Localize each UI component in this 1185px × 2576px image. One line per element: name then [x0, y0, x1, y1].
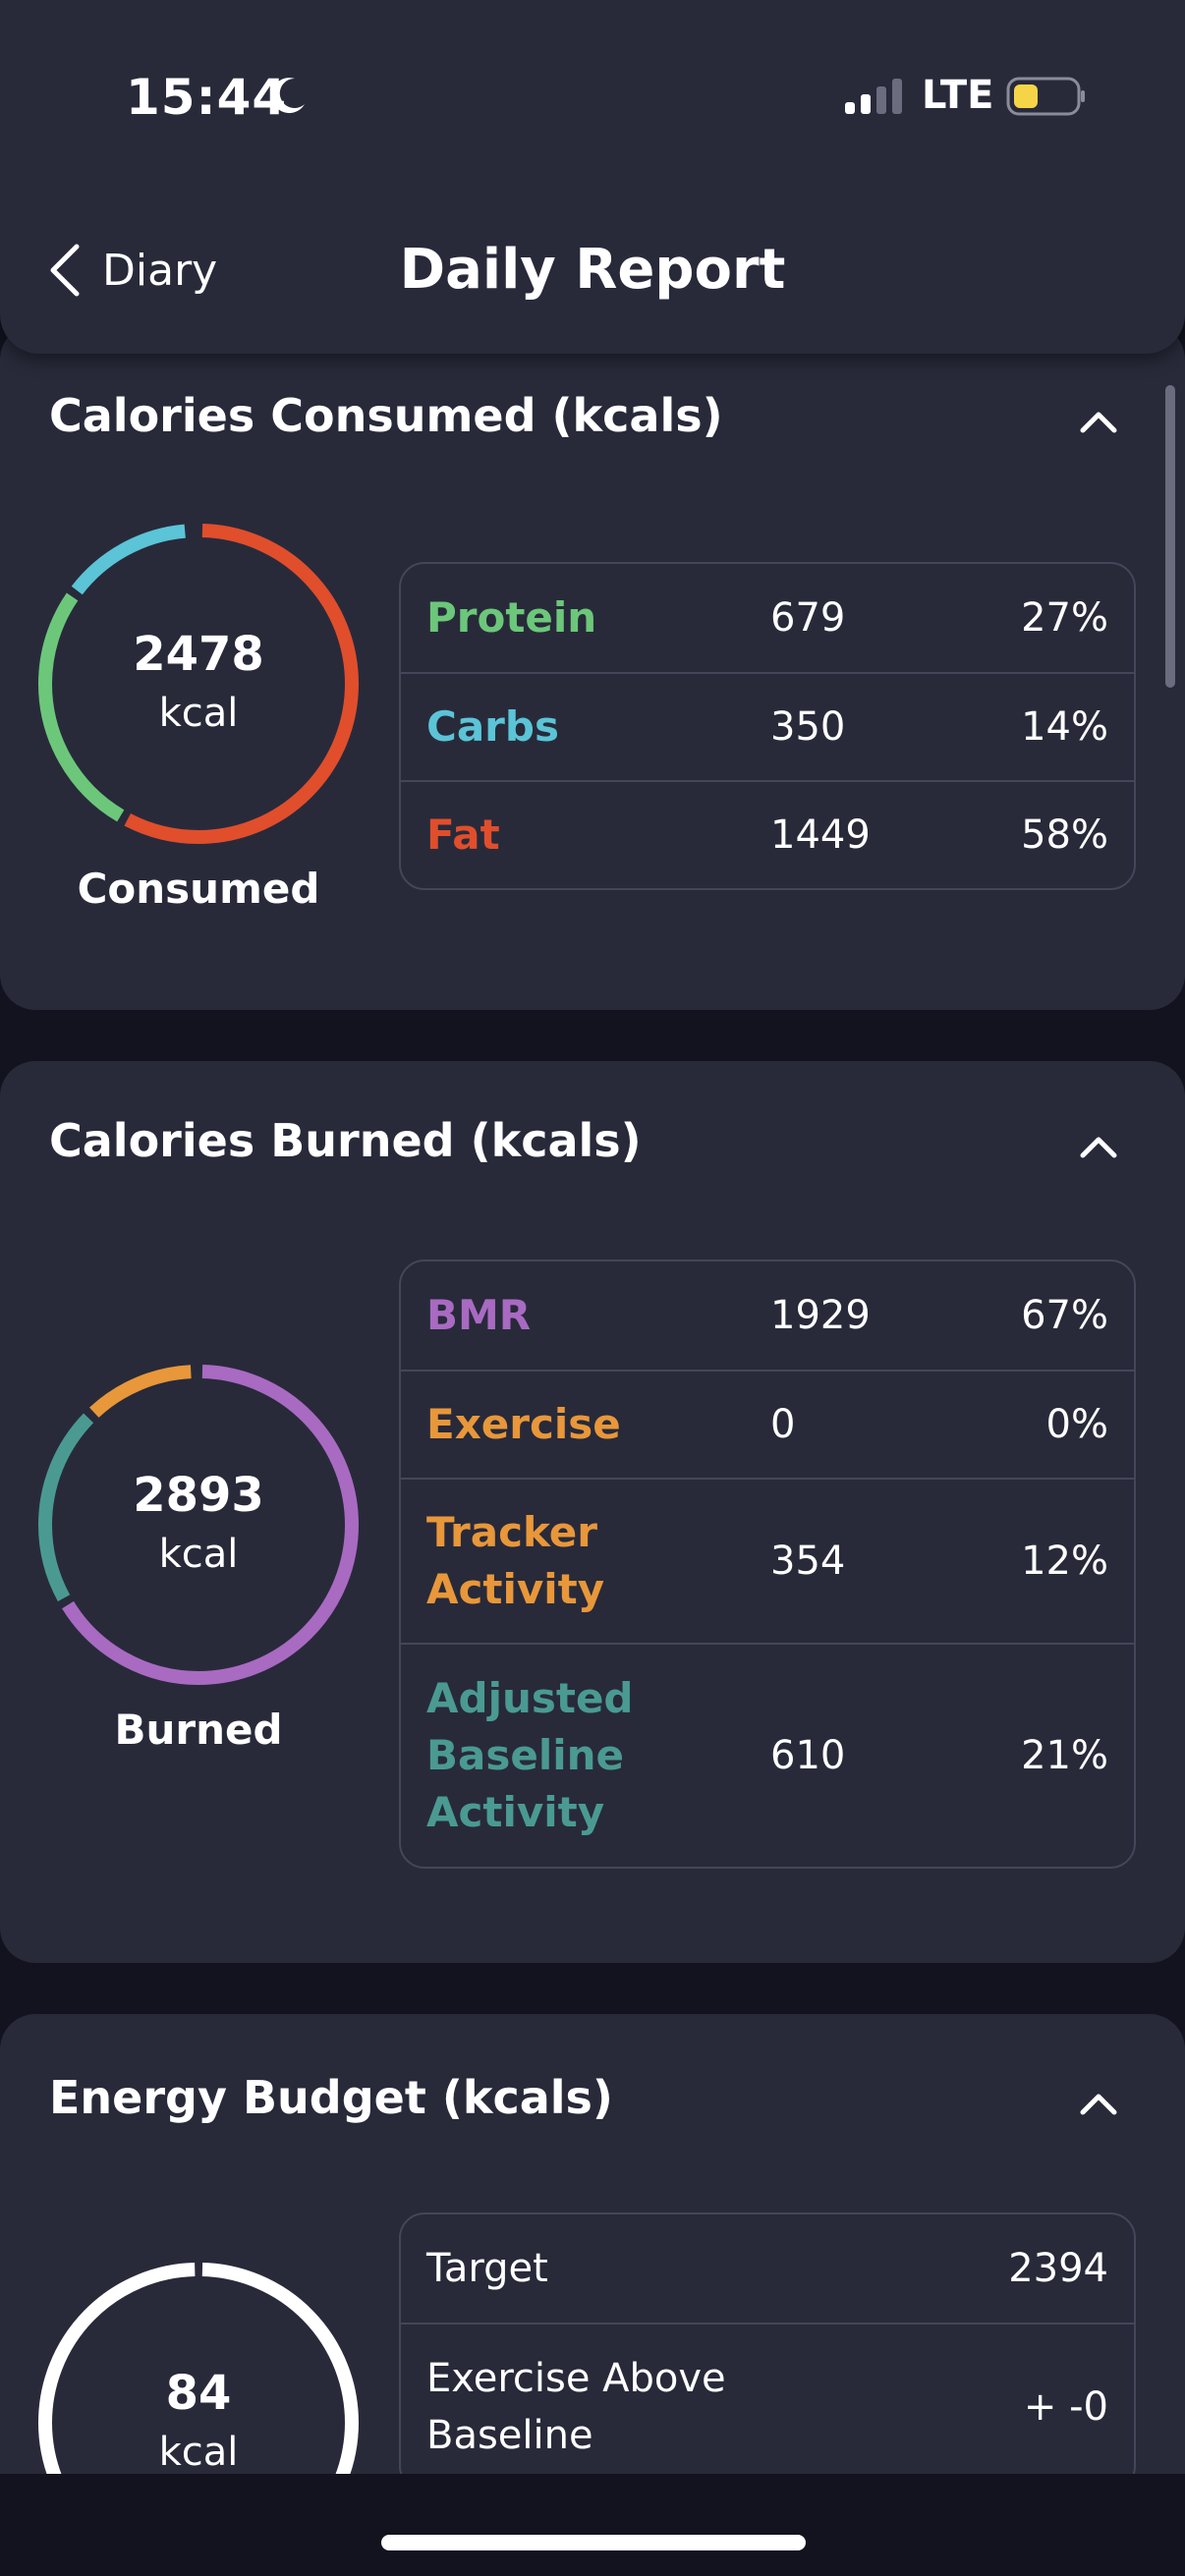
adjusted-baseline-value: 610 [770, 1733, 846, 1778]
signal-icon [845, 79, 902, 114]
label-line: Adjusted [426, 1674, 634, 1722]
protein-pct: 27% [1021, 595, 1108, 641]
exercise-pct: 0% [1045, 1402, 1108, 1447]
table-row: BMR 1929 67% [401, 1261, 1134, 1370]
exercise-above-baseline-value: + -0 [1023, 2384, 1108, 2430]
carbs-pct: 14% [1021, 704, 1108, 750]
chevron-up-icon[interactable] [1077, 407, 1120, 436]
adjusted-baseline-label: Adjusted Baseline Activity [426, 1670, 634, 1841]
adjusted-segment [38, 1365, 359, 1685]
carbs-label: Carbs [426, 702, 559, 751]
consumed-ring: 2478 kcal [33, 519, 364, 849]
budget-table: Target 2394 Exercise Above Baseline + -0 [399, 2212, 1136, 2492]
moon-icon [271, 78, 305, 114]
label-line: Activity [426, 1788, 605, 1836]
exercise-above-baseline-label: Exercise Above Baseline [426, 2350, 726, 2464]
bmr-segment [38, 1365, 359, 1685]
tracker-activity-value: 354 [770, 1539, 846, 1584]
table-row: Tracker Activity 354 12% [401, 1478, 1134, 1643]
exercise-value: 0 [770, 1402, 796, 1447]
status-time: 15:44 [126, 69, 288, 126]
burned-total: 2893 [133, 1468, 264, 1523]
fat-pct: 58% [1021, 812, 1108, 858]
burned-title: Calories Burned (kcals) [49, 1114, 642, 1167]
exercise-label: Exercise [426, 1400, 621, 1448]
tracker-activity-pct: 12% [1021, 1539, 1108, 1584]
back-button[interactable]: Diary [47, 236, 217, 305]
consumed-donut [38, 524, 359, 844]
label-line: Baseline [426, 1731, 625, 1779]
carbs-value: 350 [770, 704, 846, 750]
fat-segment [38, 524, 359, 844]
budget-donut [38, 2263, 359, 2576]
target-value: 2394 [1008, 2246, 1108, 2291]
consumed-caption: Consumed [77, 865, 320, 913]
fat-value: 1449 [770, 812, 871, 858]
table-row: Adjusted Baseline Activity 610 21% [401, 1643, 1134, 1867]
chevron-up-icon[interactable] [1077, 2089, 1120, 2118]
burned-ring: 2893 kcal [33, 1360, 364, 1690]
burned-table: BMR 1929 67% Exercise 0 0% Tracker Activ… [399, 1260, 1136, 1869]
consumed-unit: kcal [158, 691, 239, 736]
burned-caption: Burned [114, 1706, 283, 1754]
budget-title: Energy Budget (kcals) [49, 2071, 613, 2124]
budget-ring: 84 kcal [33, 2258, 364, 2576]
table-row: Protein 679 27% [401, 564, 1134, 672]
calories-consumed-card: Calories Consumed (kcals) 2478 kcal Cons… [0, 324, 1185, 1010]
budget-unit: kcal [158, 2430, 239, 2475]
table-row: Exercise 0 0% [401, 1370, 1134, 1478]
home-indicator[interactable] [381, 2535, 806, 2550]
back-label: Diary [102, 245, 218, 296]
consumed-title: Calories Consumed (kcals) [49, 389, 723, 442]
protein-value: 679 [770, 595, 846, 641]
fat-label: Fat [426, 811, 500, 859]
calories-burned-card: Calories Burned (kcals) 2893 kcal Burned… [0, 1061, 1185, 1963]
chevron-left-icon [50, 244, 80, 297]
burned-unit: kcal [158, 1532, 239, 1577]
bmr-pct: 67% [1021, 1293, 1108, 1338]
consumed-total: 2478 [133, 627, 264, 682]
label-line: Tracker [426, 1508, 597, 1556]
chevron-up-icon[interactable] [1077, 1132, 1120, 1161]
burned-donut [38, 1365, 359, 1685]
consumed-table: Protein 679 27% Carbs 350 14% Fat 1449 5… [399, 562, 1136, 890]
protein-label: Protein [426, 593, 597, 642]
label-line: Activity [426, 1565, 605, 1613]
top-header: 15:44 LTE Diary Daily Report [0, 0, 1185, 354]
scrollbar[interactable] [1165, 385, 1175, 688]
label-line: Baseline [426, 2413, 593, 2458]
table-row: Carbs 350 14% [401, 672, 1134, 780]
tracker-activity-label: Tracker Activity [426, 1504, 604, 1618]
bmr-value: 1929 [770, 1293, 871, 1338]
network-label: LTE [922, 73, 994, 118]
table-row: Fat 1449 58% [401, 780, 1134, 888]
battery-icon [1006, 77, 1085, 116]
table-row: Exercise Above Baseline + -0 [401, 2323, 1134, 2490]
protein-segment [38, 524, 359, 844]
label-line: Exercise Above [426, 2356, 726, 2401]
home-bar-area [0, 2474, 1185, 2576]
adjusted-baseline-pct: 21% [1021, 1733, 1108, 1778]
budget-total: 84 [165, 2366, 232, 2421]
table-row: Target 2394 [401, 2214, 1134, 2323]
bmr-label: BMR [426, 1291, 532, 1339]
target-label: Target [426, 2246, 548, 2291]
budget-segment [38, 2263, 359, 2576]
